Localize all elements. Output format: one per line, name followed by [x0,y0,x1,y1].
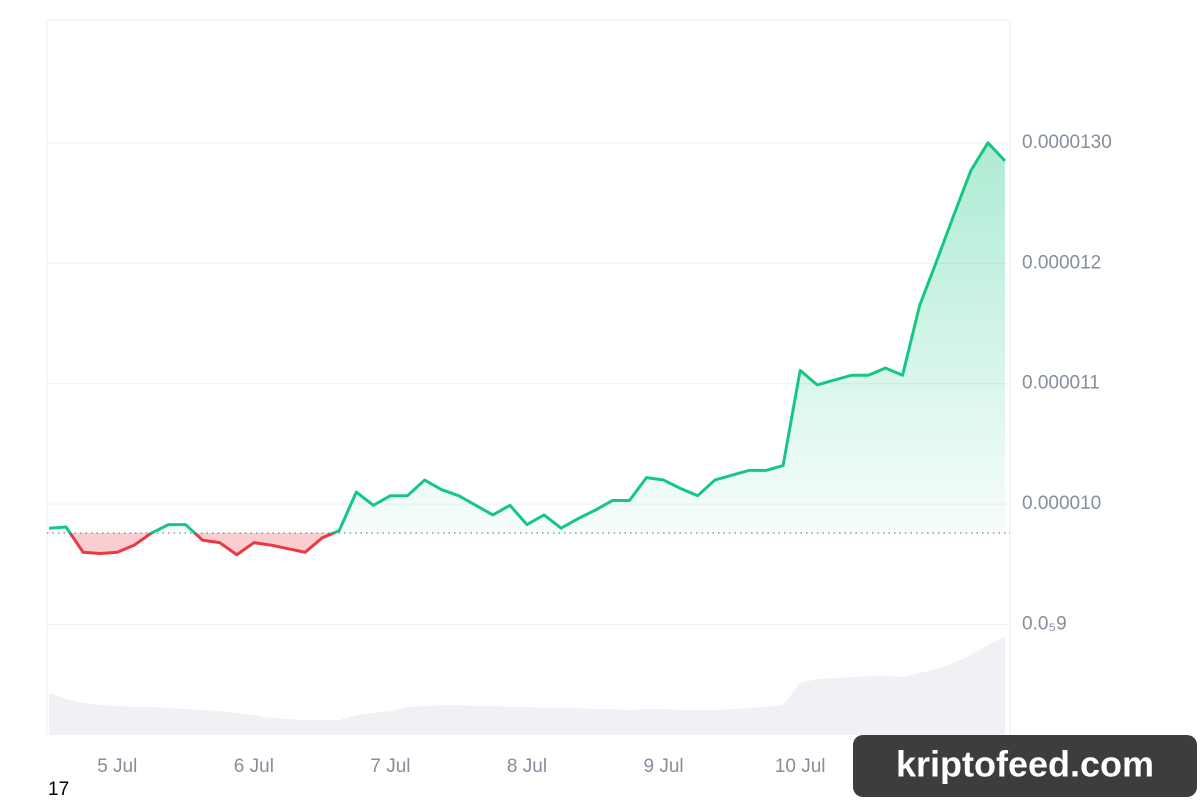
watermark-box [853,735,1197,797]
y-tick-label: 0.0₅9 [1022,614,1067,635]
x-tick-label: 9 Jul [644,756,684,777]
line-up [48,141,1007,534]
x-tick-label: 6 Jul [234,756,274,777]
x-tick-label: 10 Jul [775,756,826,777]
y-tick-label: 0.0000130 [1022,132,1112,153]
area-up [49,142,1005,534]
y-tick-label: 0.000010 [1022,493,1101,514]
volume-area [49,637,1005,735]
x-tick-label: 7 Jul [370,756,410,777]
y-tick-label: 0.000012 [1022,252,1101,273]
watermark: kriptofeed.com [853,735,1197,797]
watermark-text: kriptofeed.com [896,744,1154,785]
y-tick-label: 0.000011 [1022,373,1100,394]
line-down [68,533,338,557]
x-tick-label: 8 Jul [507,756,547,777]
x-tick-label: 5 Jul [97,756,137,777]
annotation: 17 [48,779,69,800]
area-down [49,533,1005,555]
